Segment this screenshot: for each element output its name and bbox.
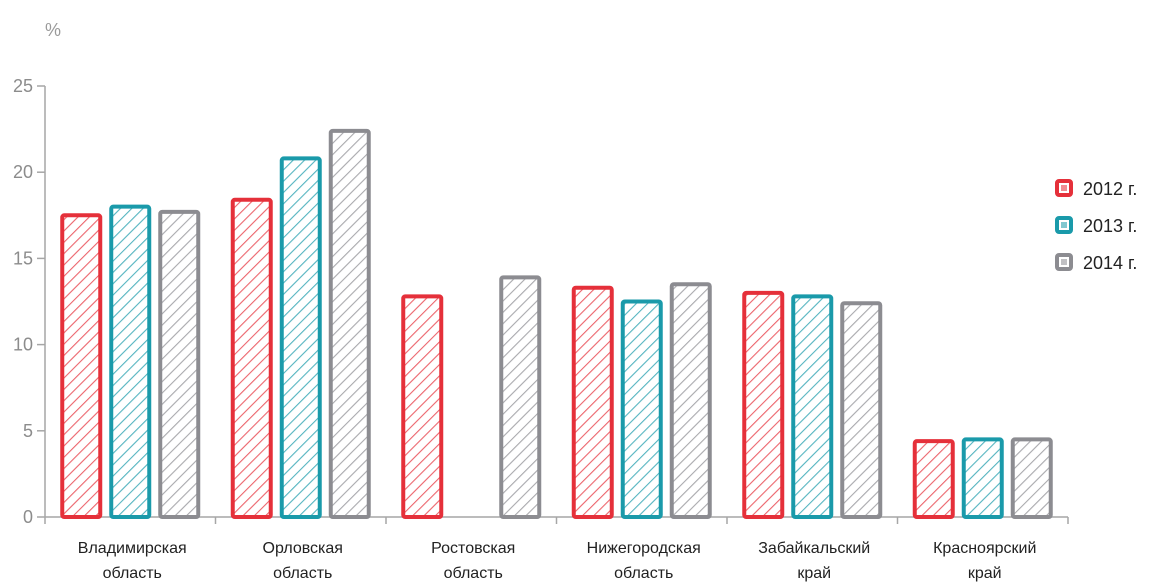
category-label: Забайкальский край	[758, 540, 870, 582]
bar	[499, 275, 542, 520]
y-tick-label: 0	[23, 507, 33, 527]
category-labels: Владимирская область Орловская область Росто…	[78, 540, 1037, 582]
bar	[742, 290, 785, 519]
category-label: Орловская область	[263, 540, 343, 582]
bar	[791, 294, 834, 519]
bar	[328, 128, 371, 519]
legend-label: 2014 г.	[1083, 253, 1137, 273]
bar	[109, 204, 152, 519]
y-tick-label: 20	[13, 162, 33, 182]
bar	[571, 285, 614, 520]
y-axis-unit-label: %	[45, 20, 61, 40]
bar	[840, 301, 883, 519]
legend: 2012 г. 2013 г. 2014 г.	[1055, 179, 1137, 273]
bar	[961, 437, 1004, 520]
bar	[669, 282, 712, 520]
bar	[912, 439, 955, 520]
x-axis	[44, 516, 1069, 524]
bar	[279, 156, 322, 520]
bars	[60, 128, 1053, 520]
y-tick-label: 25	[13, 76, 33, 96]
category-label: Владимирская область	[78, 540, 187, 582]
bar	[401, 294, 444, 519]
category-label: Ростовская область	[431, 540, 515, 582]
y-tick-label: 10	[13, 335, 33, 355]
bar	[230, 197, 273, 519]
legend-label: 2013 г.	[1083, 216, 1137, 236]
category-label: Красноярский край	[933, 540, 1036, 582]
bar	[158, 209, 201, 520]
y-tick-label: 15	[13, 248, 33, 268]
y-axis: 0 5 10 15 20 25	[13, 76, 46, 527]
bar	[1010, 437, 1053, 520]
category-label: Нижегородская область	[587, 540, 701, 582]
legend-label: 2012 г.	[1083, 179, 1137, 199]
y-tick-label: 5	[23, 421, 33, 441]
bar	[60, 213, 103, 520]
bar	[620, 299, 663, 519]
